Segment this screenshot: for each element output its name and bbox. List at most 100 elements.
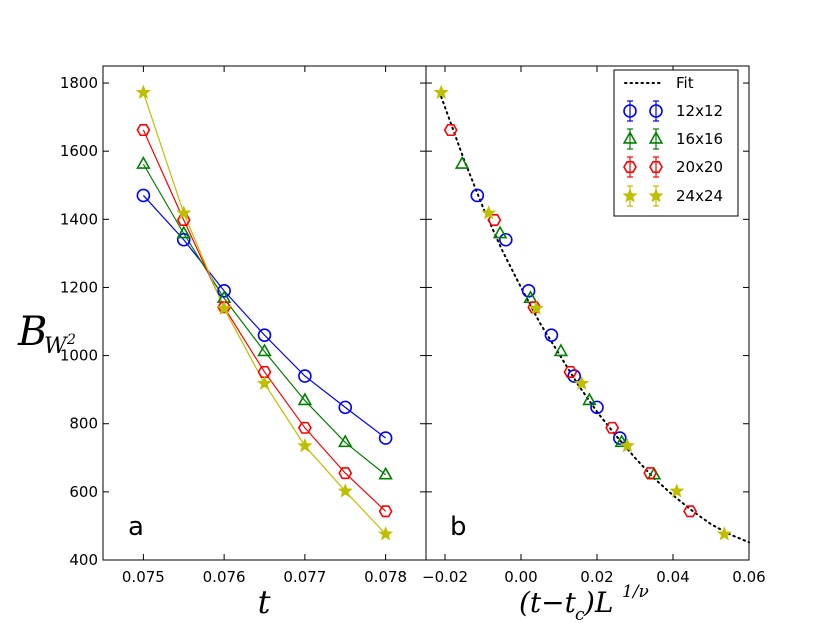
x-axis-label-left: t <box>258 583 271 621</box>
panel-b-frame <box>425 65 750 561</box>
panel-a-point-12x12 <box>136 188 151 203</box>
panel-a-series-lines <box>142 92 387 535</box>
legend-marker-16x16 <box>648 130 664 144</box>
panel-b-point-20x20 <box>605 421 620 434</box>
panel-a-markers <box>135 84 394 541</box>
panel-a-point-16x16 <box>378 466 393 480</box>
y-axis-label-base: B <box>17 309 47 355</box>
panel-b-point-12x12 <box>590 400 604 415</box>
panel-a-ticks: 0.075 0.076 0.077 0.078 400 600 800 1000 1200 140… <box>60 66 426 586</box>
panel-a-point-12x12 <box>298 369 312 383</box>
panel-a-frame <box>102 65 427 561</box>
panel-b-point-24x24 <box>433 84 449 99</box>
legend-label-24x24: 24x24 <box>676 187 723 205</box>
panel-b-point-24x24 <box>669 483 685 498</box>
panel-a-ytick-label: 1400 <box>60 210 98 228</box>
panel-b-point-16x16 <box>492 225 508 239</box>
panel-a-point-24x24 <box>378 526 394 541</box>
x-axis-label-right-L: )L <box>583 586 614 619</box>
legend-label-fit: Fit <box>676 74 694 92</box>
panel-a-xtick-label: 0.078 <box>364 568 407 586</box>
panel-a-ytick-label: 1600 <box>60 142 98 160</box>
panel-b-point-20x20 <box>643 467 658 480</box>
panel-b-point-12x12 <box>470 188 485 203</box>
panel-a-letter: a <box>128 512 144 542</box>
panel-a-point-20x20 <box>338 467 353 480</box>
panel-b-xtick-label: −0.02 <box>422 568 468 586</box>
legend-marker-20x20 <box>649 161 663 173</box>
panel-a-point-24x24 <box>216 300 232 315</box>
panel-a-xtick-label: 0.076 <box>203 568 246 586</box>
panel-a-ytick-label: 400 <box>69 551 98 569</box>
y-axis-label-sup: 2 <box>66 332 76 348</box>
panel-b-point-24x24 <box>481 205 497 220</box>
panel-a-point-24x24 <box>257 375 272 390</box>
panel-b-point-16x16 <box>553 343 569 357</box>
legend-marker-16x16 <box>622 130 638 144</box>
panel-b-point-12x12 <box>498 232 513 247</box>
panel-a: 0.075 0.076 0.077 0.078 400 600 800 1000 1200 140… <box>60 65 427 586</box>
panel-a-point-24x24 <box>135 84 151 99</box>
panel-a-ytick-label: 1000 <box>60 347 98 365</box>
panel-a-point-20x20 <box>257 365 272 378</box>
panel-b-point-12x12 <box>544 328 559 342</box>
panel-a-line-12x12 <box>142 195 386 439</box>
legend-label-12x12: 12x12 <box>676 102 723 120</box>
panel-b-xtick-label: 0.06 <box>732 568 765 586</box>
panel-b-point-24x24 <box>619 437 635 453</box>
panel-a-line-20x20 <box>142 129 387 512</box>
panel-b: −0.02 0.00 0.02 0.04 0.06 b <box>422 65 766 586</box>
panel-a-point-12x12 <box>338 400 353 415</box>
panel-b-point-24x24 <box>574 375 590 390</box>
x-axis-label-right-sub: c <box>575 605 585 623</box>
legend: Fit 12x12 16x16 20x20 24x24 <box>613 69 739 217</box>
x-axis-label-right-main: (t−t <box>519 586 577 619</box>
legend-marker-20x20 <box>623 161 637 173</box>
panel-b-point-24x24 <box>528 300 544 315</box>
panel-a-point-16x16 <box>297 392 313 406</box>
y-axis-label: B W 2 <box>17 309 76 359</box>
legend-label-16x16: 16x16 <box>676 130 723 148</box>
legend-marker-12x12 <box>623 104 637 118</box>
panel-b-point-16x16 <box>454 155 470 169</box>
panel-b-point-12x12 <box>567 369 582 383</box>
panel-a-point-24x24 <box>176 205 192 220</box>
panel-a-point-20x20 <box>297 421 312 434</box>
panel-b-xtick-label: 0.02 <box>580 568 613 586</box>
panel-a-point-16x16 <box>338 434 353 448</box>
panel-a-point-12x12 <box>378 431 393 445</box>
panel-b-point-20x20 <box>563 365 578 378</box>
panel-a-point-16x16 <box>257 343 272 357</box>
panel-b-point-16x16 <box>582 392 597 406</box>
panel-a-point-12x12 <box>217 284 231 298</box>
panel-b-point-12x12 <box>612 431 627 445</box>
panel-a-point-16x16 <box>136 155 151 169</box>
legend-label-20x20: 20x20 <box>676 158 723 176</box>
panel-a-point-24x24 <box>297 437 313 453</box>
panel-b-xtick-label: 0.00 <box>504 568 537 586</box>
panel-b-point-16x16 <box>614 434 629 448</box>
panel-a-ytick-label: 600 <box>69 483 98 501</box>
panel-b-xtick-label: 0.04 <box>656 568 689 586</box>
panel-b-letter: b <box>450 512 467 542</box>
x-axis-label-right: (t−t c )L 1/ν <box>519 582 649 623</box>
panel-a-point-12x12 <box>257 328 272 342</box>
panel-a-point-24x24 <box>337 483 353 498</box>
panel-a-ytick-label: 800 <box>69 415 98 433</box>
panel-b-point-24x24 <box>716 526 732 541</box>
panel-a-point-12x12 <box>176 232 191 247</box>
panel-b-markers <box>433 84 732 541</box>
y-axis-label-sub: W <box>44 334 69 359</box>
panel-a-point-20x20 <box>136 124 151 137</box>
panel-a-ytick-label: 1200 <box>60 278 98 296</box>
panel-a-point-16x16 <box>176 225 191 239</box>
panel-a-xtick-label: 0.077 <box>283 568 326 586</box>
panel-b-point-20x20 <box>683 505 698 518</box>
panel-a-xtick-label: 0.075 <box>122 568 165 586</box>
panel-a-line-24x24 <box>142 92 387 535</box>
panel-b-ticks: −0.02 0.00 0.02 0.04 0.06 <box>422 66 766 586</box>
panel-b-point-20x20 <box>443 124 458 137</box>
panel-a-ytick-label: 1800 <box>60 74 98 92</box>
panel-a-point-20x20 <box>378 505 393 518</box>
